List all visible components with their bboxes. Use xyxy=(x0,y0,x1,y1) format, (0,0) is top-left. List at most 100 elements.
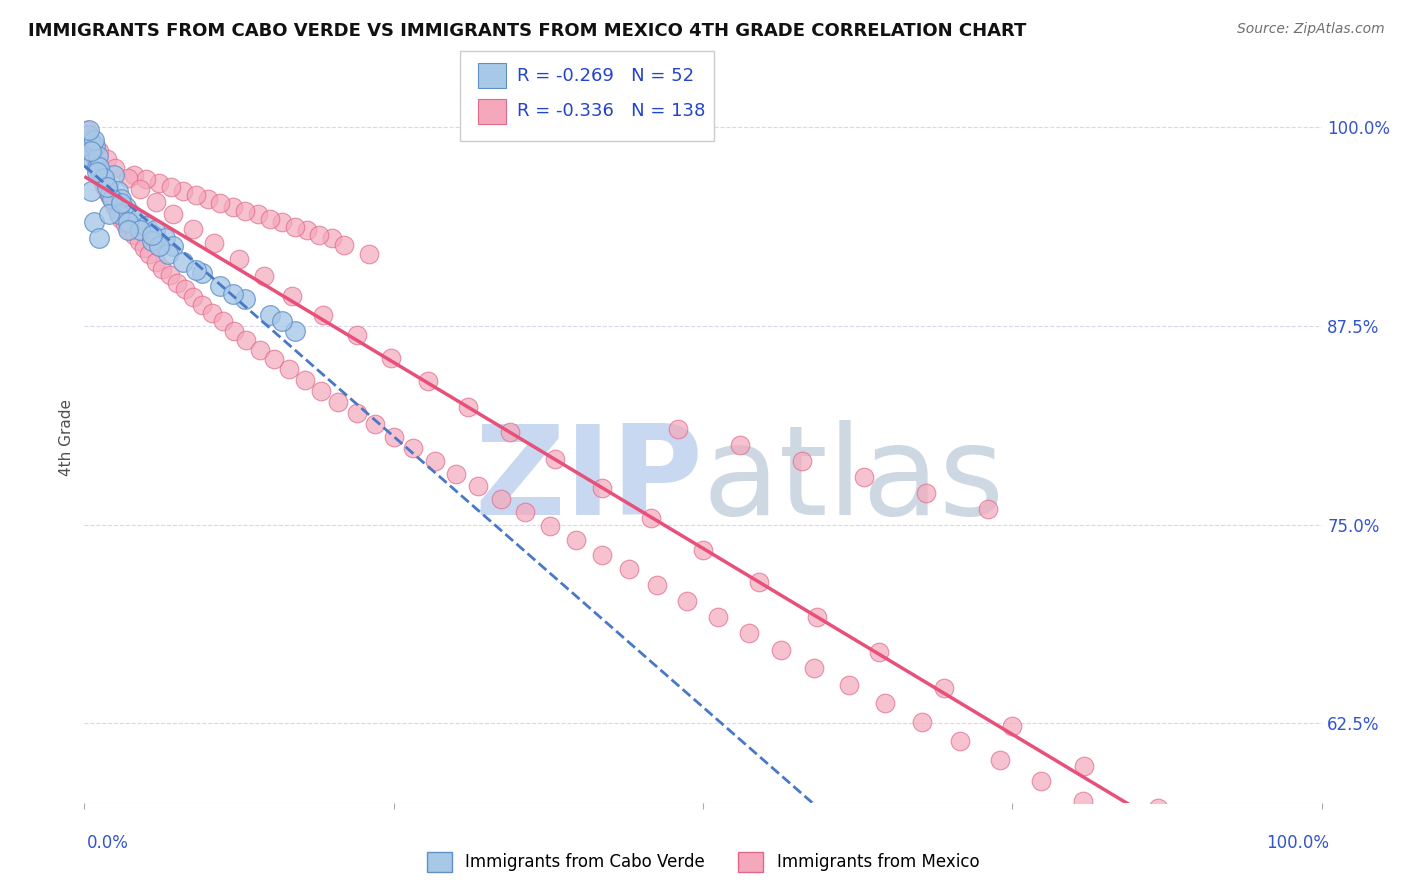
Point xyxy=(676,594,699,608)
Point xyxy=(82,155,104,169)
Point xyxy=(153,231,176,245)
Point xyxy=(513,505,536,519)
Point xyxy=(423,454,446,468)
Point xyxy=(118,221,141,235)
Point xyxy=(86,164,108,178)
Point xyxy=(1029,773,1052,788)
Point xyxy=(89,164,111,178)
Point xyxy=(728,438,751,452)
Point xyxy=(1071,794,1094,808)
Point xyxy=(141,228,163,243)
Point xyxy=(104,161,127,176)
Point xyxy=(89,231,111,245)
Point xyxy=(122,228,145,243)
Point xyxy=(838,678,860,692)
Point xyxy=(1147,800,1170,814)
Point xyxy=(444,467,467,481)
Point xyxy=(259,308,281,322)
Point xyxy=(100,192,122,206)
Point xyxy=(235,333,257,347)
Legend: Immigrants from Cabo Verde, Immigrants from Mexico: Immigrants from Cabo Verde, Immigrants f… xyxy=(420,845,986,879)
Point xyxy=(93,178,115,193)
Point xyxy=(209,196,232,211)
Point xyxy=(212,314,235,328)
Point xyxy=(91,174,114,188)
Point xyxy=(640,511,662,525)
Point xyxy=(321,231,343,245)
Point xyxy=(222,287,245,301)
Point xyxy=(79,133,101,147)
Point xyxy=(108,207,131,221)
Point xyxy=(162,207,184,221)
Point xyxy=(284,220,307,235)
Point xyxy=(157,247,180,261)
Point xyxy=(294,373,316,387)
Point xyxy=(79,123,101,137)
Point xyxy=(201,306,224,320)
Point xyxy=(692,543,714,558)
Point xyxy=(499,425,522,440)
Point xyxy=(93,170,115,185)
Point xyxy=(166,276,188,290)
Point xyxy=(591,548,613,562)
Point xyxy=(79,136,101,150)
Point xyxy=(132,241,155,255)
Point xyxy=(246,207,269,221)
Point xyxy=(295,223,318,237)
Point xyxy=(418,375,440,389)
Point xyxy=(110,212,132,227)
Point xyxy=(80,144,103,158)
Point xyxy=(1073,759,1095,773)
Point xyxy=(84,152,107,166)
Point xyxy=(364,417,387,432)
Point xyxy=(98,207,121,221)
Point xyxy=(162,239,184,253)
Point xyxy=(91,170,114,185)
Text: 0.0%: 0.0% xyxy=(87,834,129,852)
Point xyxy=(117,215,139,229)
Point xyxy=(77,128,100,142)
Point xyxy=(326,395,349,409)
Point xyxy=(312,308,335,322)
Point xyxy=(86,160,108,174)
Point xyxy=(209,279,232,293)
Point xyxy=(96,152,118,166)
Point xyxy=(181,221,204,235)
Point xyxy=(1205,859,1227,873)
Point xyxy=(202,236,225,251)
Point xyxy=(617,562,640,576)
Point xyxy=(197,192,219,206)
Text: atlas: atlas xyxy=(703,420,1005,541)
Text: R = -0.336   N = 138: R = -0.336 N = 138 xyxy=(517,103,706,120)
Point xyxy=(143,223,166,237)
Point xyxy=(467,479,489,493)
Point xyxy=(748,574,770,589)
Point xyxy=(105,202,128,217)
Point xyxy=(1001,719,1024,733)
Point xyxy=(82,136,104,150)
Text: 100.0%: 100.0% xyxy=(1265,834,1329,852)
Point xyxy=(228,252,250,266)
Point xyxy=(402,441,425,455)
Point xyxy=(79,131,101,145)
Text: Source: ZipAtlas.com: Source: ZipAtlas.com xyxy=(1237,22,1385,37)
Point xyxy=(117,170,139,185)
Point xyxy=(382,430,405,444)
Point xyxy=(83,133,105,147)
Point xyxy=(309,384,332,398)
Point xyxy=(222,200,245,214)
Point xyxy=(107,184,129,198)
Point xyxy=(77,128,100,142)
Point xyxy=(97,180,120,194)
Point xyxy=(666,422,689,436)
Point xyxy=(1223,843,1246,857)
Point xyxy=(103,198,125,212)
Point xyxy=(120,207,142,221)
Point xyxy=(911,714,934,729)
Point xyxy=(114,217,136,231)
Point xyxy=(79,144,101,158)
Point xyxy=(233,204,256,219)
Point xyxy=(333,237,356,252)
Text: R = -0.269   N = 52: R = -0.269 N = 52 xyxy=(517,67,695,85)
Point xyxy=(129,182,152,196)
